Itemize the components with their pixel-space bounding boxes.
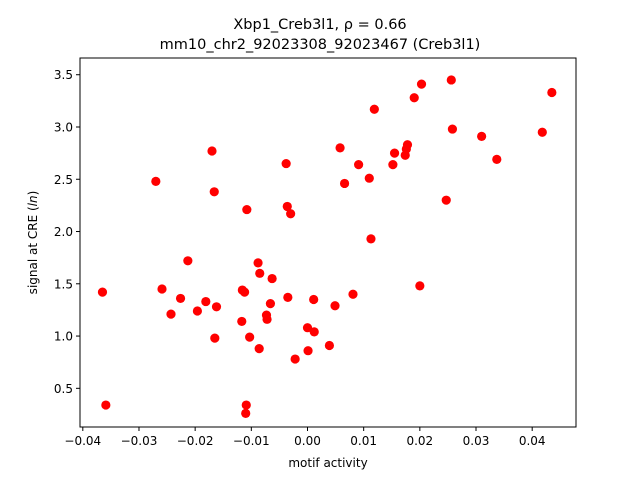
scatter-point	[210, 333, 220, 343]
scatter-point	[447, 124, 458, 134]
data-points	[97, 75, 557, 419]
scatter-point	[409, 93, 419, 103]
scatter-point	[416, 79, 427, 89]
scatter-point	[211, 302, 222, 312]
scatter-point	[388, 160, 398, 170]
scatter-point	[245, 332, 255, 342]
scatter-point	[151, 176, 161, 186]
scatter-point	[290, 354, 300, 364]
scatter-point	[402, 140, 413, 150]
y-axis-ticks: 0.5 1.0 1.5 2.0 2.5 3.0 3.5	[54, 68, 80, 396]
y-tick-label: 0.5	[54, 382, 73, 396]
x-tick-label: 0.02	[406, 434, 433, 448]
scatter-point	[265, 299, 276, 309]
x-tick-label: 0.03	[463, 434, 490, 448]
scatter-point	[389, 148, 400, 158]
scatter-point	[302, 323, 313, 333]
scatter-point	[364, 173, 374, 183]
scatter-point	[282, 201, 292, 212]
x-axis-ticks: −0.04 −0.03 −0.02 −0.01 0.00 0.01 0.02 0.03 0.04	[64, 427, 546, 448]
y-tick-label: 2.0	[54, 225, 73, 239]
scatter-point	[303, 346, 313, 356]
scatter-point	[283, 292, 293, 302]
scatter-point	[286, 209, 296, 219]
scatter-point	[254, 344, 264, 354]
scatter-point	[354, 160, 364, 170]
x-tick-label: −0.03	[121, 434, 158, 448]
scatter-point	[477, 131, 487, 141]
plot-area	[79, 57, 577, 428]
y-tick-label: 1.0	[54, 330, 73, 344]
scatter-point	[166, 309, 176, 319]
scatter-point	[241, 408, 251, 419]
scatter-point	[366, 234, 376, 244]
y-tick-label: 3.5	[54, 68, 73, 82]
chart-title-line2: mm10_chr2_92023308_92023467 (Creb3l1)	[160, 37, 481, 53]
scatter-point	[157, 284, 167, 294]
scatter-point	[241, 400, 251, 410]
x-tick-label: 0.00	[294, 434, 321, 448]
scatter-point	[262, 314, 272, 324]
x-axis-label: motif activity	[288, 456, 367, 470]
scatter-point	[209, 187, 219, 197]
scatter-point	[201, 296, 211, 307]
scatter-point	[369, 104, 379, 114]
scatter-point	[97, 287, 108, 297]
scatter-point	[192, 306, 202, 316]
scatter-point	[348, 289, 358, 299]
scatter-point	[441, 195, 451, 205]
x-tick-label: 0.04	[519, 434, 546, 448]
scatter-point	[175, 293, 186, 304]
scatter-point	[335, 143, 345, 153]
scatter-point	[415, 281, 425, 291]
scatter-point	[242, 204, 252, 215]
scatter-point	[446, 75, 456, 85]
x-tick-label: −0.04	[64, 434, 101, 448]
scatter-point	[183, 256, 193, 266]
y-tick-label: 2.5	[54, 173, 73, 187]
y-tick-label: 1.5	[54, 277, 73, 291]
chart-title-line1: Xbp1_Creb3l1, ρ = 0.66	[233, 17, 406, 33]
scatter-point	[267, 273, 277, 284]
y-tick-label: 3.0	[54, 120, 73, 134]
scatter-point	[255, 268, 265, 278]
scatter-point	[492, 154, 502, 164]
x-tick-label: −0.01	[233, 434, 270, 448]
scatter-point	[237, 316, 247, 327]
scatter-point	[239, 287, 250, 297]
scatter-point	[339, 178, 350, 189]
scatter-point	[101, 400, 111, 410]
scatter-point	[324, 340, 335, 351]
scatter-point	[537, 127, 547, 137]
axes-frame	[79, 57, 577, 428]
scatter-point	[207, 146, 217, 156]
scatter-point	[309, 327, 319, 337]
x-tick-label: −0.02	[177, 434, 214, 448]
scatter-point	[281, 158, 291, 169]
y-axis-label: signal at CRE (ln)	[26, 191, 40, 295]
scatter-point	[309, 294, 319, 305]
scatter-point	[253, 258, 263, 268]
scatter-point	[547, 87, 557, 98]
x-tick-label: 0.01	[350, 434, 377, 448]
scatter-point	[330, 301, 340, 311]
